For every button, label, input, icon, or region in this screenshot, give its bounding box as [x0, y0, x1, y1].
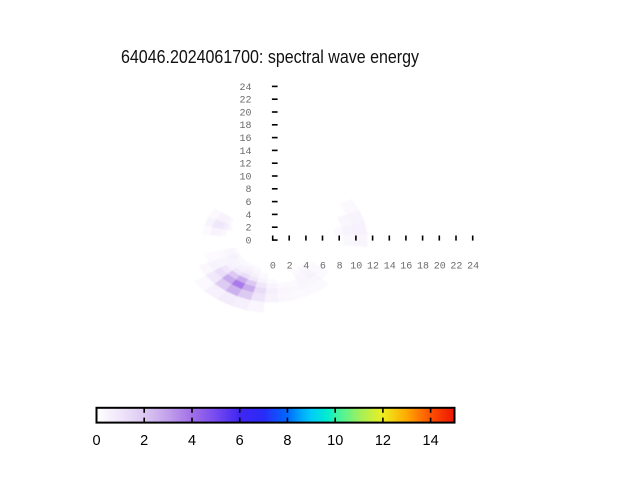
svg-text:16: 16	[400, 261, 412, 272]
svg-text:22: 22	[450, 261, 462, 272]
svg-text:18: 18	[417, 261, 429, 272]
svg-text:8: 8	[245, 185, 251, 196]
svg-text:10: 10	[239, 172, 251, 183]
svg-text:6: 6	[245, 198, 251, 209]
svg-text:8: 8	[337, 261, 343, 272]
svg-text:0: 0	[270, 261, 276, 272]
svg-text:14: 14	[239, 147, 251, 158]
svg-text:22: 22	[239, 96, 251, 107]
svg-text:10: 10	[327, 433, 343, 449]
svg-text:4: 4	[245, 211, 251, 222]
svg-text:24: 24	[467, 261, 479, 272]
svg-text:0: 0	[245, 236, 251, 247]
svg-text:20: 20	[434, 261, 446, 272]
svg-text:20: 20	[239, 108, 251, 119]
svg-text:12: 12	[239, 160, 251, 171]
svg-text:8: 8	[283, 433, 291, 449]
svg-text:6: 6	[320, 261, 326, 272]
svg-text:16: 16	[239, 134, 251, 145]
svg-text:12: 12	[375, 433, 391, 449]
svg-text:4: 4	[188, 433, 196, 449]
svg-text:12: 12	[367, 261, 379, 272]
svg-text:24: 24	[239, 83, 251, 94]
svg-text:6: 6	[236, 433, 244, 449]
svg-text:64046.2024061700: spectral wav: 64046.2024061700: spectral wave energy	[121, 46, 420, 67]
svg-text:2: 2	[245, 224, 251, 235]
svg-text:4: 4	[303, 261, 309, 272]
svg-text:2: 2	[140, 433, 148, 449]
svg-text:14: 14	[423, 433, 439, 449]
svg-text:18: 18	[239, 121, 251, 132]
svg-text:0: 0	[92, 433, 100, 449]
svg-text:2: 2	[287, 261, 293, 272]
svg-text:14: 14	[384, 261, 396, 272]
svg-text:10: 10	[350, 261, 362, 272]
